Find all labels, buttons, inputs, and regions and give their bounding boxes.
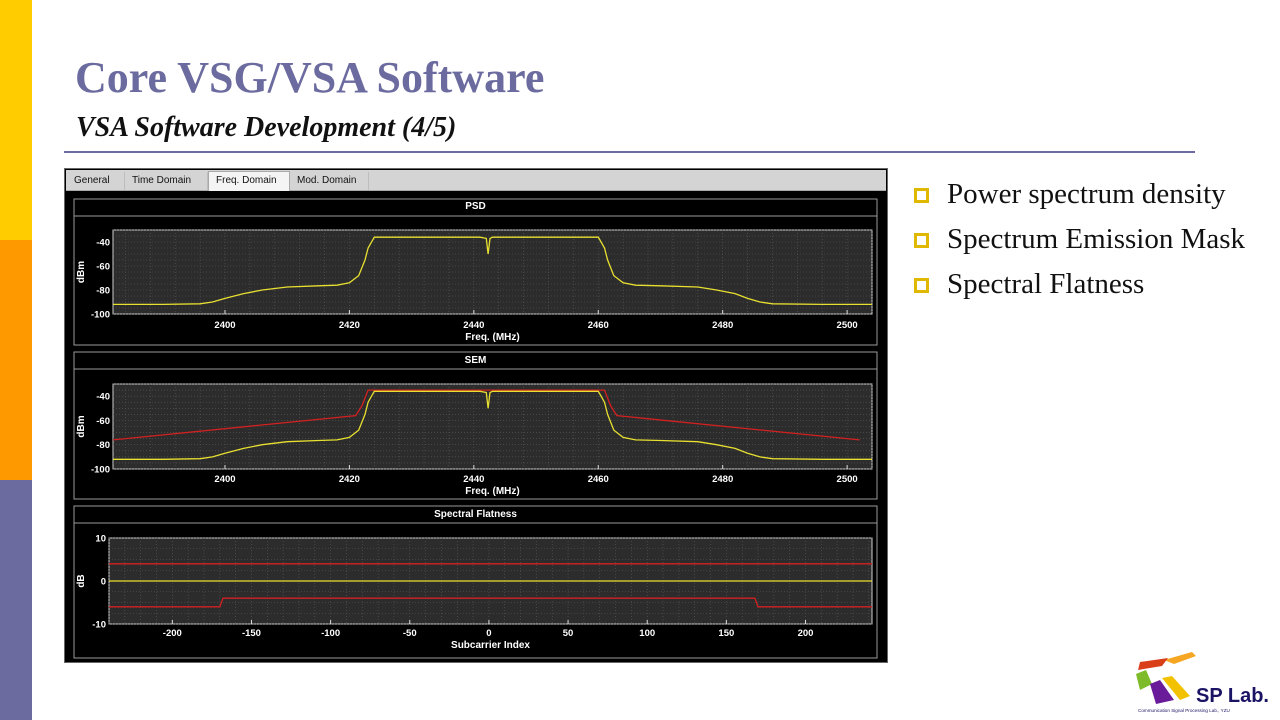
stripe-purple [0,480,32,720]
x-tick-label: 0 [486,628,491,639]
chart-panel-0: PSD 2400 2420 2440 2460 2480 2500 -40 -60 -80 -100… [73,198,878,346]
x-tick-label: 2440 [463,474,484,485]
y-tick-label: -100 [91,310,110,321]
chart-panel-1: SEM 2400 2420 2440 2460 2480 2500 -40 -60 -80 -100… [73,351,878,500]
stripe-orange [0,240,32,480]
chart-panel-2: Spectral Flatness-200 -150 -100 -50 0 50 100 15… [73,505,878,659]
tab-general[interactable]: General [67,172,125,190]
x-tick-label: 2420 [339,474,360,485]
bullet-item: Spectral Flatness [912,265,1272,304]
y-tick-label: -10 [92,620,106,631]
y-tick-label: -40 [96,392,110,403]
bullet-text: Power spectrum density [947,178,1226,210]
x-tick-label: 2500 [837,320,858,331]
bullet-list: Power spectrum density Spectrum Emission… [912,175,1272,310]
y-axis-label: dBm [76,261,87,283]
series-line-0 [112,389,860,441]
tab-bar: General Time Domain Freq. Domain Mod. Do… [66,170,886,191]
tab-mod-domain[interactable]: Mod. Domain [290,172,369,190]
y-axis-label: dBm [76,415,87,437]
x-tick-label: 200 [798,628,814,639]
logo-caption: Communication Signal Processing Lab., YZ… [1138,708,1230,713]
x-tick-label: 100 [639,628,655,639]
splab-logo: SP Lab. Communication Signal Processing … [1136,652,1269,713]
y-tick-label: -100 [91,465,110,476]
logo-text: SP Lab. [1196,685,1269,707]
x-tick-label: -150 [242,628,261,639]
slide-title: Core VSG/VSA Software [75,53,545,102]
x-tick-label: -200 [163,628,182,639]
square-bullet-icon [914,278,929,293]
x-axis-label: Freq. (MHz) [465,332,519,343]
chart-title: SEM [465,355,487,366]
bullet-item: Power spectrum density [912,175,1272,214]
y-tick-label: 10 [95,534,106,545]
x-tick-label: 150 [718,628,734,639]
x-axis-label: Subcarrier Index [451,640,530,651]
y-axis-label: dB [76,574,87,587]
y-tick-label: 0 [101,577,106,588]
x-tick-label: -100 [321,628,340,639]
x-tick-label: 2440 [463,320,484,331]
chart-title: PSD [465,201,486,212]
x-tick-label: 50 [563,628,574,639]
series-line-0 [113,236,872,306]
series-line-1 [113,390,872,460]
x-tick-label: 2480 [712,474,733,485]
logo-red-swoosh [1138,658,1168,670]
logo-orange-swoosh [1164,652,1196,664]
y-tick-label: -40 [96,238,110,249]
square-bullet-icon [914,188,929,203]
tab-freq-domain[interactable]: Freq. Domain [208,171,290,191]
x-axis-label: Freq. (MHz) [465,486,519,497]
bullet-item: Spectrum Emission Mask [912,220,1272,259]
bullet-text: Spectral Flatness [947,268,1145,300]
x-tick-label: 2500 [837,474,858,485]
x-tick-label: 2420 [339,320,360,331]
y-tick-label: -60 [96,262,110,273]
logo-yellow-swoosh [1162,676,1190,700]
slide-subtitle: VSA Software Development (4/5) [76,112,457,143]
title-divider [64,151,1195,153]
y-tick-label: -80 [96,440,110,451]
x-tick-label: -50 [403,628,417,639]
stripe-yellow [0,0,32,240]
y-tick-label: -60 [96,416,110,427]
bullet-text: Spectrum Emission Mask [947,223,1246,255]
logo-purple-swoosh [1150,680,1174,704]
square-bullet-icon [914,233,929,248]
x-tick-label: 2400 [214,320,235,331]
logo-green-leaf [1136,670,1152,690]
y-tick-label: -80 [96,286,110,297]
vsa-app-window: General Time Domain Freq. Domain Mod. Do… [64,168,888,663]
x-tick-label: 2480 [712,320,733,331]
tab-time-domain[interactable]: Time Domain [125,172,208,190]
x-tick-label: 2460 [588,474,609,485]
series-line-1 [109,597,872,608]
chart-title: Spectral Flatness [434,509,517,520]
x-tick-label: 2400 [214,474,235,485]
x-tick-label: 2460 [588,320,609,331]
